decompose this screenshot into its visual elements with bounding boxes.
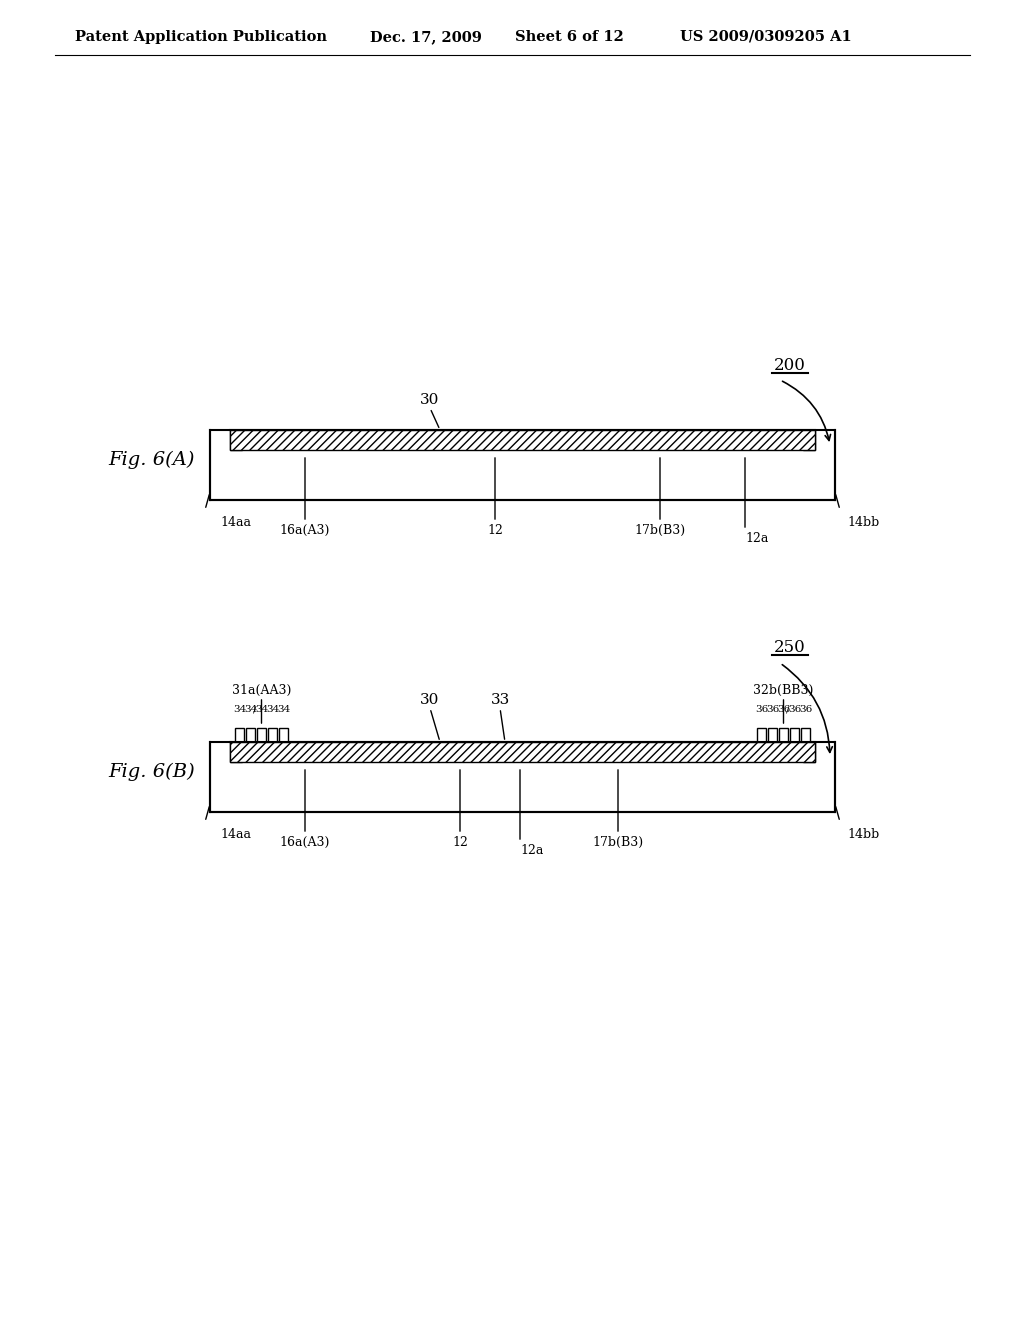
Bar	[268, 729, 278, 742]
Bar	[230, 742, 242, 762]
Bar	[768, 729, 777, 742]
Text: 12a: 12a	[520, 843, 544, 857]
Text: 34: 34	[276, 705, 290, 714]
Text: /: /	[786, 705, 790, 714]
Text: 34: 34	[255, 705, 268, 714]
Text: 16a(A3): 16a(A3)	[280, 524, 330, 536]
Text: 36: 36	[799, 705, 812, 714]
Text: 17b(B3): 17b(B3)	[635, 524, 685, 536]
Text: Fig. 6(B): Fig. 6(B)	[109, 763, 196, 781]
Text: 34: 34	[244, 705, 257, 714]
Text: 34: 34	[232, 705, 246, 714]
Text: 12: 12	[452, 836, 468, 849]
Text: /: /	[253, 705, 256, 714]
Text: 250: 250	[774, 639, 806, 656]
Text: 17b(B3): 17b(B3)	[593, 836, 643, 849]
Bar	[803, 742, 815, 762]
Text: Dec. 17, 2009: Dec. 17, 2009	[370, 30, 482, 44]
Text: 30: 30	[420, 393, 439, 407]
Text: 14aa: 14aa	[220, 828, 251, 841]
Text: Sheet 6 of 12: Sheet 6 of 12	[515, 30, 624, 44]
Text: 31a(AA3): 31a(AA3)	[231, 684, 291, 697]
Text: US 2009/0309205 A1: US 2009/0309205 A1	[680, 30, 852, 44]
Text: 200: 200	[774, 356, 806, 374]
Bar	[234, 729, 244, 742]
Bar	[779, 729, 788, 742]
Text: 36: 36	[787, 705, 801, 714]
Bar	[230, 430, 815, 450]
Bar	[279, 729, 288, 742]
Text: 33: 33	[490, 693, 510, 708]
Bar	[210, 742, 835, 812]
Text: 32b(BB3): 32b(BB3)	[754, 684, 814, 697]
Bar	[803, 430, 815, 450]
Text: Patent Application Publication: Patent Application Publication	[75, 30, 327, 44]
Text: 14bb: 14bb	[847, 828, 880, 841]
Text: 14aa: 14aa	[220, 516, 251, 528]
Bar	[246, 729, 255, 742]
Text: 36: 36	[755, 705, 768, 714]
Text: 36: 36	[766, 705, 779, 714]
Bar	[230, 430, 242, 450]
Text: 12: 12	[487, 524, 503, 536]
Bar	[757, 729, 766, 742]
Text: Fig. 6(A): Fig. 6(A)	[109, 451, 196, 469]
Bar	[790, 729, 799, 742]
Text: 12a: 12a	[745, 532, 768, 544]
Bar	[257, 729, 266, 742]
Bar	[230, 742, 815, 762]
Text: 16a(A3): 16a(A3)	[280, 836, 330, 849]
Text: 34: 34	[266, 705, 280, 714]
Bar	[801, 729, 810, 742]
Bar	[210, 430, 835, 500]
Text: 30: 30	[420, 693, 439, 708]
Text: 14bb: 14bb	[847, 516, 880, 528]
Text: 36: 36	[777, 705, 791, 714]
